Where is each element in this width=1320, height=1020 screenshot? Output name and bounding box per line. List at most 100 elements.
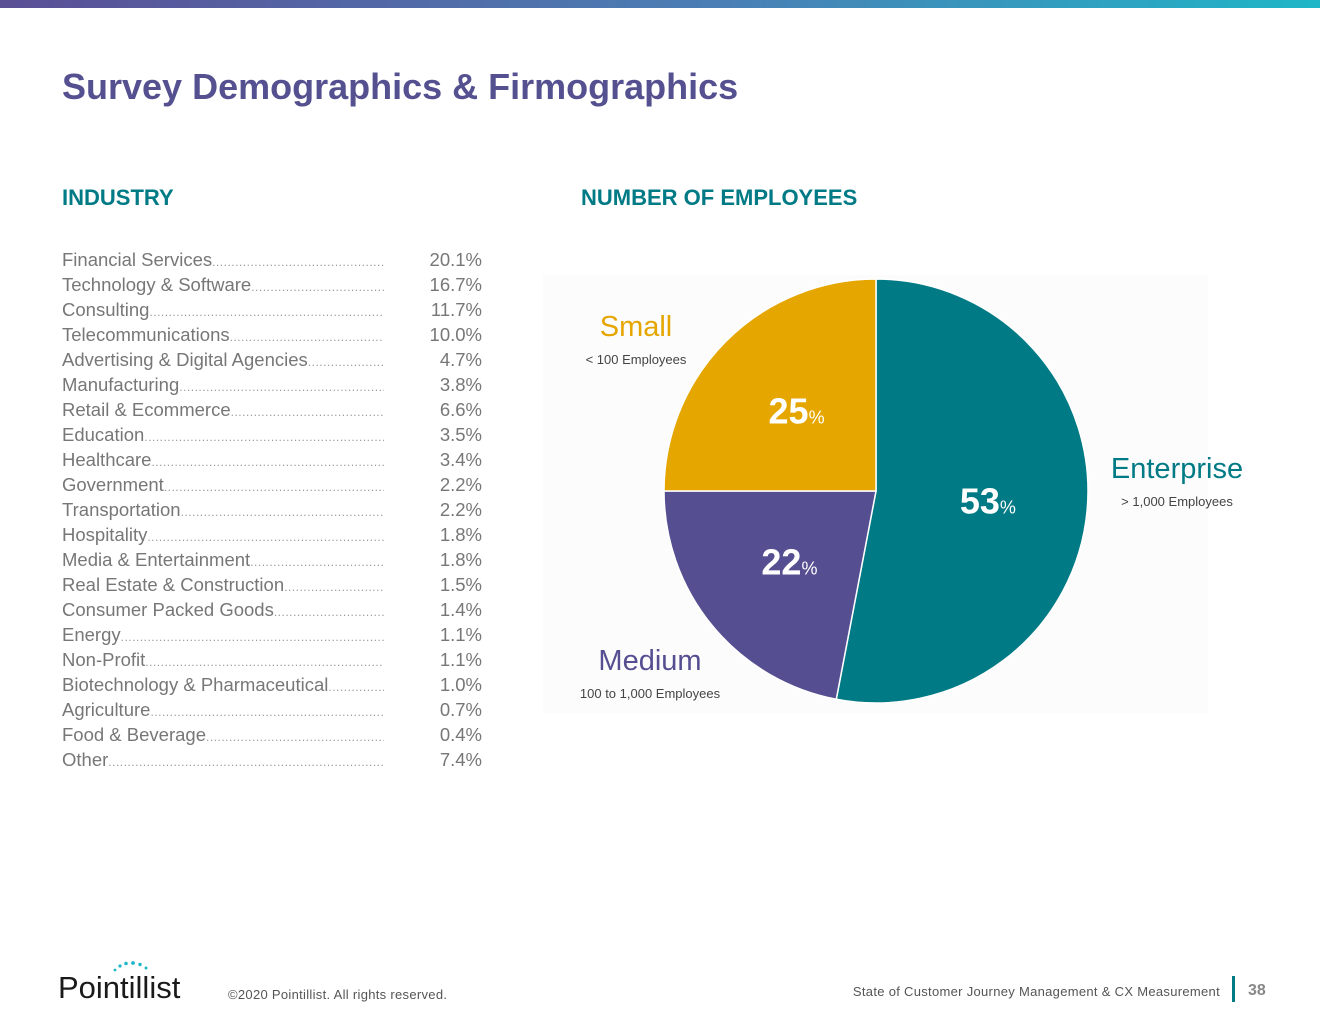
dot-leader [149,305,384,319]
pie-slice-small [663,278,877,492]
small-slice-label: Small < 100 Employees [566,311,706,367]
top-gradient-bar [0,0,1320,8]
dot-leader [151,455,384,469]
industry-value: 4.7% [439,349,482,370]
small-slice-sub: < 100 Employees [585,352,687,367]
medium-slice-sub: 100 to 1,000 Employees [579,686,721,701]
industry-value: 7.4% [439,749,482,770]
pie-value-label: 53% [960,481,1016,522]
industry-name: Financial Services [62,249,213,270]
dot-leader [150,705,384,719]
page-number: 38 [1248,982,1266,999]
dot-leader [284,580,384,594]
dot-leader [181,505,384,519]
dot-leader [121,630,384,644]
industry-name: Hospitality [62,524,148,545]
industry-name: Retail & Ecommerce [62,399,231,420]
logo-text: Pointillist [58,970,181,1004]
dot-leader [212,255,384,269]
industry-value: 3.5% [439,424,482,445]
industry-row: Financial Services 20.1% [62,249,482,274]
industry-row: Healthcare 3.4% [62,449,482,474]
page-title: Survey Demographics & Firmographics [62,66,739,107]
pie-slice-medium [663,490,877,701]
dot-leader [230,330,384,344]
industry-row: Other 7.4% [62,749,482,774]
industry-name: Consulting [62,299,150,320]
enterprise-slice-sub: > 1,000 Employees [1121,494,1233,509]
industry-value: 1.1% [439,624,482,645]
pointillist-logo: Pointillist [58,961,181,1004]
industry-row: Government 2.2% [62,474,482,499]
enterprise-slice-name: Enterprise [1110,453,1244,485]
industry-row: Hospitality 1.8% [62,524,482,549]
industry-row: Education 3.5% [62,424,482,449]
industry-row: Telecommunications 10.0% [62,324,482,349]
industry-row: Food & Beverage 0.4% [62,724,482,749]
industry-name: Advertising & Digital Agencies [62,349,308,370]
industry-row: Manufacturing 3.8% [62,374,482,399]
industry-value: 11.7% [430,299,482,320]
dot-leader [231,405,384,419]
industry-row: Agriculture 0.7% [62,699,482,724]
industry-name: Food & Beverage [62,724,206,745]
industry-list: Financial Services 20.1% Technology & Soft… [62,249,482,774]
industry-value: 6.6% [439,399,482,420]
medium-slice-label: Medium 100 to 1,000 Employees [560,645,740,701]
industry-row: Transportation 2.2% [62,499,482,524]
industry-value: 1.0% [439,674,482,695]
industry-value: 2.2% [439,474,482,495]
industry-name: Government [62,474,164,495]
industry-row: Real Estate & Construction 1.5% [62,574,482,599]
industry-value: 0.7% [439,699,482,720]
industry-heading: INDUSTRY [62,185,174,210]
industry-row: Consulting 11.7% [62,299,482,324]
industry-value: 1.5% [439,574,482,595]
industry-row: Advertising & Digital Agencies 4.7% [62,349,482,374]
industry-name: Healthcare [62,449,152,470]
enterprise-slice-label: Enterprise > 1,000 Employees [1102,453,1252,509]
industry-value: 20.1% [429,249,482,270]
industry-row: Biotechnology & Pharmaceutical 1.0% [62,674,482,699]
industry-value: 1.1% [439,649,482,670]
industry-name: Agriculture [62,699,151,720]
industry-name: Consumer Packed Goods [62,599,274,620]
industry-name: Transportation [62,499,181,520]
industry-value: 1.4% [439,599,482,620]
dot-leader [206,730,384,744]
industry-value: 2.2% [439,499,482,520]
industry-value: 1.8% [439,524,482,545]
industry-name: Technology & Software [62,274,252,295]
industry-name: Telecommunications [62,324,230,345]
industry-row: Technology & Software 16.7% [62,274,482,299]
report-title: State of Customer Journey Management & C… [852,984,1220,999]
dot-leader [274,605,384,619]
industry-row: Retail & Ecommerce 6.6% [62,399,482,424]
copyright-text: ©2020 Pointillist. All rights reserved. [228,987,448,1002]
dot-leader [164,480,384,494]
dot-leader [328,680,384,694]
dot-leader [250,555,384,569]
small-slice-name: Small [599,311,673,343]
industry-name: Education [62,424,145,445]
industry-name: Other [62,749,109,770]
dot-leader [147,530,384,544]
dot-leader [251,280,384,294]
pie-value-label: 22% [761,542,817,583]
industry-value: 3.8% [439,374,482,395]
industry-row: Consumer Packed Goods 1.4% [62,599,482,624]
pie-slice-enterprise [835,278,1089,704]
dot-leader [108,755,384,769]
medium-slice-name: Medium [598,645,702,677]
industry-value: 10.0% [429,324,482,345]
industry-value: 1.8% [439,549,482,570]
employees-pie-chart: 53% 22% 25% [663,278,1089,704]
dot-leader [145,655,384,669]
industry-name: Biotechnology & Pharmaceutical [62,674,329,695]
industry-row: Non-Profit 1.1% [62,649,482,674]
dot-leader [308,355,384,369]
dot-leader [144,430,384,444]
pie-value-label: 25% [769,391,825,432]
industry-value: 3.4% [439,449,482,470]
footer-divider [1232,976,1235,1002]
